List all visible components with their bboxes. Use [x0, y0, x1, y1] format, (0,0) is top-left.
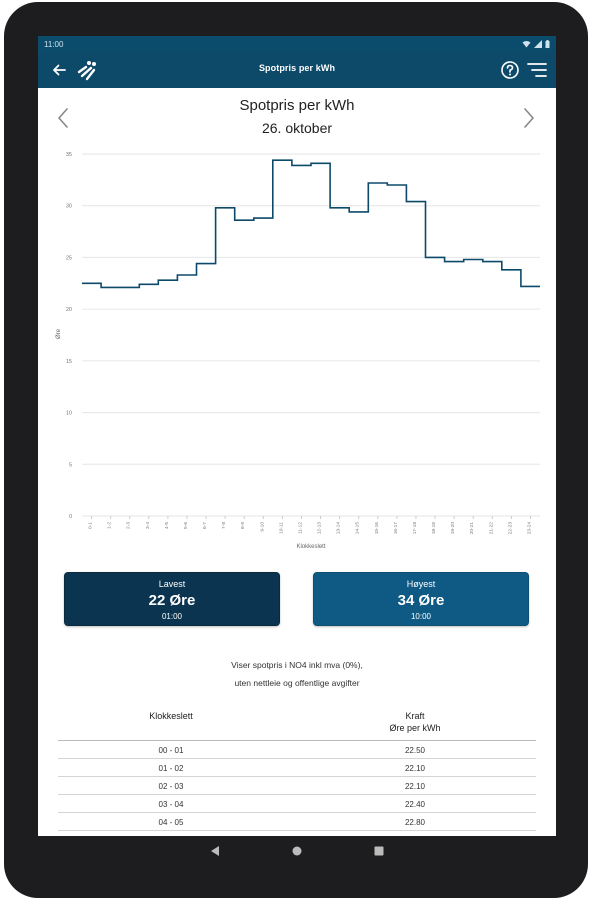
y-tick-label: 30	[66, 204, 72, 210]
x-tick-label: 8-9	[240, 522, 246, 529]
table-row: 00 - 01 22.50	[58, 741, 536, 759]
price-chart: 0 5 10 15 20 25 30 35 0-1 1-2 2-3 3-4 4-5 5-6 6-7 7-8 8…	[56, 152, 540, 550]
x-tick-label: 0-1	[88, 522, 94, 529]
status-bar: 11:00	[38, 36, 556, 52]
x-tick-label: 12-13	[317, 522, 323, 535]
price-series-line	[82, 159, 540, 289]
info-text-line-2: uten nettleie og offentlige avgifter	[234, 678, 360, 688]
lowest-time: 01:00	[161, 612, 183, 621]
table-row: 02 - 03 22.10	[58, 777, 536, 795]
system-nav-bar	[38, 836, 556, 866]
lowest-label: Lavest	[158, 579, 186, 589]
chart-date: 26. oktober	[261, 120, 333, 136]
app-bar-title: Spotpris per kWh	[258, 63, 336, 73]
logo-icon	[77, 61, 96, 81]
y-tick-label: 5	[69, 462, 72, 468]
x-tick-label: 22-23	[507, 522, 513, 535]
x-tick-label: 7-8	[221, 522, 227, 529]
table-cell-price: 22.40	[404, 800, 426, 809]
x-tick-label: 10-11	[278, 522, 284, 534]
help-icon[interactable]	[500, 60, 520, 80]
signal-icon	[534, 40, 542, 48]
table-cell-time: 03 - 04	[158, 800, 184, 809]
x-tick-label: 20-21	[469, 522, 475, 535]
x-tick-label: 13-14	[336, 522, 342, 535]
highest-time: 10:00	[410, 612, 432, 621]
table-header-time: Klokkeslett	[149, 711, 193, 721]
battery-icon	[545, 40, 550, 48]
info-text-line-1: Viser spotpris i NO4 inkl mva (0%),	[231, 660, 363, 670]
table-cell-price: 22.80	[404, 818, 426, 827]
y-tick-label: 25	[66, 255, 72, 261]
status-icons	[522, 40, 550, 48]
lowest-value: 22 Øre	[148, 592, 196, 609]
x-tick-label: 5-6	[183, 522, 189, 529]
back-arrow-icon[interactable]	[50, 61, 68, 79]
x-tick-label: 18-19	[431, 522, 437, 535]
table-header-price-line-1: Kraft	[405, 711, 425, 721]
x-tick-label: 6-7	[202, 522, 208, 529]
y-tick-label: 35	[66, 152, 72, 158]
y-tick-label: 10	[66, 411, 72, 417]
table-row: 03 - 04 22.40	[58, 795, 536, 813]
price-table: 00 - 01 22.50 01 - 02 22.10 02 - 03 22.10 03 -…	[58, 741, 536, 831]
x-tick-label: 11-12	[297, 522, 303, 534]
previous-day-chevron-icon[interactable]	[54, 106, 72, 130]
status-time: 11:00	[44, 39, 64, 49]
table-header-divider	[58, 740, 536, 741]
x-tick-label: 15-16	[374, 522, 380, 535]
lowest-price-card[interactable]: Lavest 22 Øre 01:00	[64, 572, 280, 626]
x-tick-label: 16-17	[393, 522, 399, 535]
x-tick-label: 14-15	[355, 522, 361, 535]
chart-header: Spotpris per kWh 26. oktober	[38, 96, 556, 139]
table-row: 04 - 05 22.80	[58, 813, 536, 831]
y-tick-label: 20	[66, 307, 72, 313]
wifi-icon	[522, 41, 531, 48]
x-tick-label: 4-5	[164, 522, 170, 529]
highest-value: 34 Øre	[397, 592, 445, 609]
x-tick-label: 3-4	[145, 522, 151, 529]
x-axis-label: Klokkeslett	[296, 544, 325, 550]
y-tick-label: 15	[66, 359, 72, 365]
table-header-price-line-2: Øre per kWh	[389, 723, 441, 733]
table-cell-price: 22.10	[404, 782, 426, 791]
highest-price-card[interactable]: Høyest 34 Øre 10:00	[313, 572, 529, 626]
table-cell-price: 22.10	[404, 764, 426, 773]
x-tick-label: 17-18	[412, 522, 418, 535]
x-tick-label: 2-3	[126, 522, 132, 529]
x-tick-label: 19-20	[450, 522, 456, 535]
x-tick-label: 23-24	[526, 522, 532, 535]
table-cell-time: 02 - 03	[158, 782, 184, 791]
x-tick-label: 9-10	[259, 522, 265, 532]
table-cell-price: 22.50	[404, 746, 426, 755]
screen: 11:00 Spotpris per kWh Spotpris per kWh …	[38, 36, 556, 836]
y-axis-label: Øre	[56, 328, 62, 339]
table-cell-time: 01 - 02	[158, 764, 184, 773]
table-row: 01 - 02 22.10	[58, 759, 536, 777]
nav-back-icon[interactable]	[210, 845, 220, 857]
app-bar: Spotpris per kWh	[38, 52, 556, 88]
next-day-chevron-icon[interactable]	[520, 106, 538, 130]
highest-label: Høyest	[406, 579, 436, 589]
nav-recents-icon[interactable]	[374, 846, 384, 856]
y-tick-label: 0	[69, 514, 72, 520]
chart-title: Spotpris per kWh	[239, 97, 355, 114]
menu-icon[interactable]	[526, 61, 548, 79]
table-cell-time: 04 - 05	[158, 818, 184, 827]
x-tick-label: 21-22	[488, 522, 494, 535]
table-header-price: Kraft Øre per kWh	[340, 710, 490, 734]
table-cell-time: 00 - 01	[158, 746, 184, 755]
x-tick-label: 1-2	[107, 522, 113, 529]
nav-home-icon[interactable]	[292, 846, 302, 856]
